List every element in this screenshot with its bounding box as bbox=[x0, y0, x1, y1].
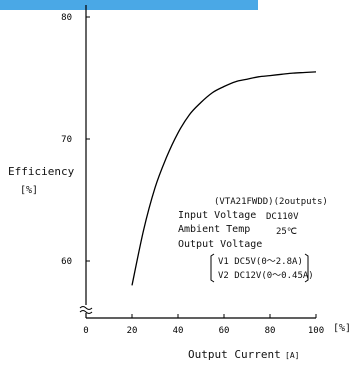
x-tick-label: 0 bbox=[83, 326, 88, 336]
x-tick-label: 20 bbox=[127, 326, 138, 336]
y-tick-label: 70 bbox=[61, 135, 72, 145]
right-bracket bbox=[304, 253, 309, 283]
axis-break-mark bbox=[79, 306, 93, 310]
ambient-temp-label: Ambient Temp bbox=[178, 224, 251, 235]
top-banner-bar bbox=[0, 0, 258, 10]
v1-annotation: V1 DC5V(0～2.8A) bbox=[218, 257, 303, 267]
v2-annotation: V2 DC12V(0～0.45A) bbox=[218, 271, 314, 281]
ambient-temp-value: 25℃ bbox=[276, 227, 297, 237]
x-axis-unit: [A] bbox=[285, 351, 300, 360]
input-voltage-value: DC110V bbox=[266, 212, 299, 222]
chart-series bbox=[131, 71, 317, 286]
output-voltage-label: Output Voltage bbox=[178, 239, 263, 250]
x-axis-label: Output Current bbox=[188, 348, 281, 361]
y-tick-label: 80 bbox=[61, 13, 72, 23]
chart-ticks: 60 70 80 0 20 40 60 80 100 bbox=[61, 13, 324, 336]
x-tick-label: 100 bbox=[308, 326, 324, 336]
y-axis-unit: [%] bbox=[20, 185, 39, 196]
output-voltage-bracket bbox=[210, 253, 309, 283]
left-bracket bbox=[210, 253, 215, 283]
x-tick-unit: [%] bbox=[333, 323, 350, 334]
x-tick-label: 60 bbox=[219, 326, 230, 336]
axis-break-mark bbox=[79, 310, 93, 314]
input-voltage-label: Input Voltage bbox=[178, 210, 257, 221]
efficiency-curve bbox=[131, 71, 317, 286]
x-tick-label: 80 bbox=[265, 326, 276, 336]
x-tick-label: 40 bbox=[173, 326, 184, 336]
model-annotation: (VTA21FWDD)(2outputs) bbox=[214, 197, 328, 207]
y-axis-label: Efficiency bbox=[8, 165, 75, 178]
y-tick-label: 60 bbox=[61, 257, 72, 267]
